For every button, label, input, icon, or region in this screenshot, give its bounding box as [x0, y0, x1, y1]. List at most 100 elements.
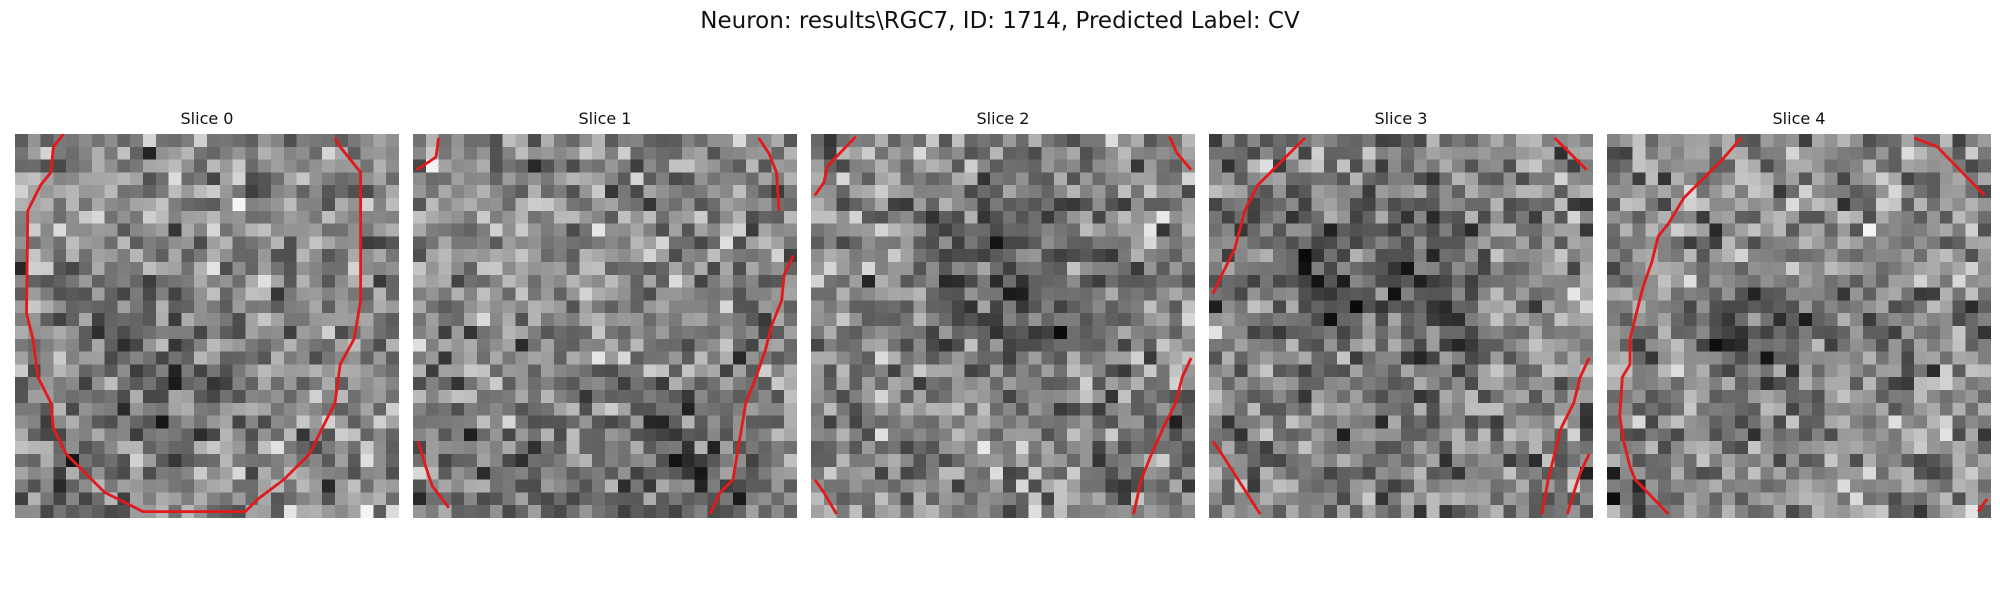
pixel	[386, 146, 399, 160]
pixel	[1696, 249, 1710, 263]
pixel	[849, 300, 863, 314]
pixel	[1952, 198, 1966, 212]
pixel	[1773, 172, 1787, 186]
pixel	[1619, 274, 1633, 288]
pixel	[155, 185, 169, 199]
pixel	[451, 146, 465, 160]
pixel	[245, 466, 259, 480]
pixel	[1028, 159, 1042, 173]
pixel	[194, 377, 208, 391]
pixel	[1362, 492, 1376, 506]
pixel	[579, 262, 593, 276]
pixel	[951, 262, 965, 276]
pixel	[1401, 402, 1415, 416]
pixel	[502, 159, 516, 173]
pixel	[1324, 377, 1338, 391]
pixel	[258, 134, 272, 148]
pixel	[1452, 402, 1466, 416]
pixel	[1888, 249, 1902, 263]
pixel	[1965, 428, 1979, 442]
pixel	[1952, 262, 1966, 276]
pixel	[926, 198, 940, 212]
pixel	[40, 185, 54, 199]
pixel	[451, 377, 465, 391]
pixel	[1260, 415, 1274, 429]
pixel	[541, 390, 555, 404]
pixel	[1658, 172, 1672, 186]
pixel	[1490, 338, 1504, 352]
pixel	[53, 262, 67, 276]
pixel	[1182, 390, 1195, 404]
pixel	[669, 159, 683, 173]
pixel	[155, 249, 169, 263]
pixel	[1388, 172, 1402, 186]
pixel	[489, 172, 503, 186]
pixel	[1143, 146, 1157, 160]
pixel	[1850, 338, 1864, 352]
pixel	[1722, 377, 1736, 391]
pixel	[1311, 454, 1325, 468]
pixel	[553, 492, 567, 506]
pixel	[360, 351, 374, 365]
pixel	[1978, 223, 1991, 237]
pixel	[1490, 172, 1504, 186]
pixel	[1490, 377, 1504, 391]
pixel	[1516, 146, 1530, 160]
pixel	[1863, 249, 1877, 263]
pixel	[1760, 402, 1774, 416]
pixel	[181, 390, 195, 404]
pixel	[1465, 210, 1479, 224]
pixel	[1067, 172, 1081, 186]
pixel	[130, 415, 144, 429]
pixel	[1554, 377, 1568, 391]
pixel	[1426, 505, 1440, 518]
pixel	[143, 287, 157, 301]
pixel	[1169, 441, 1183, 455]
pixel	[117, 172, 131, 186]
pixel	[1541, 300, 1555, 314]
pixel	[926, 441, 940, 455]
pixel	[1311, 274, 1325, 288]
pixel	[515, 338, 529, 352]
pixel	[1285, 262, 1299, 276]
pixel	[1439, 300, 1453, 314]
pixel	[1118, 236, 1132, 250]
pixel	[360, 364, 374, 378]
pixel	[1337, 134, 1351, 148]
pixel	[1529, 415, 1543, 429]
pixel	[258, 198, 272, 212]
pixel	[579, 466, 593, 480]
pixel	[1863, 134, 1877, 148]
pixel	[1401, 159, 1415, 173]
pixel	[1580, 223, 1593, 237]
pixel	[1824, 210, 1838, 224]
pixel	[1143, 390, 1157, 404]
pixel	[1028, 198, 1042, 212]
pixel	[707, 454, 721, 468]
pixel	[1041, 236, 1055, 250]
pixel	[1696, 415, 1710, 429]
pixel	[1169, 415, 1183, 429]
pixel	[707, 402, 721, 416]
pixel	[1863, 479, 1877, 493]
pixel	[91, 287, 105, 301]
pixel	[939, 479, 953, 493]
pixel	[566, 492, 580, 506]
pixel	[451, 479, 465, 493]
pixel	[1901, 262, 1915, 276]
pixel	[553, 223, 567, 237]
pixel	[1375, 262, 1389, 276]
pixel	[1234, 364, 1248, 378]
pixel	[1490, 210, 1504, 224]
pixel	[1554, 146, 1568, 160]
pixel	[900, 479, 914, 493]
pixel	[1863, 313, 1877, 327]
pixel	[1824, 249, 1838, 263]
pixel	[1580, 441, 1593, 455]
pixel	[1722, 236, 1736, 250]
pixel	[1799, 134, 1813, 148]
pixel	[694, 300, 708, 314]
pixel	[1477, 441, 1491, 455]
pixel	[939, 134, 953, 148]
pixel	[849, 326, 863, 340]
